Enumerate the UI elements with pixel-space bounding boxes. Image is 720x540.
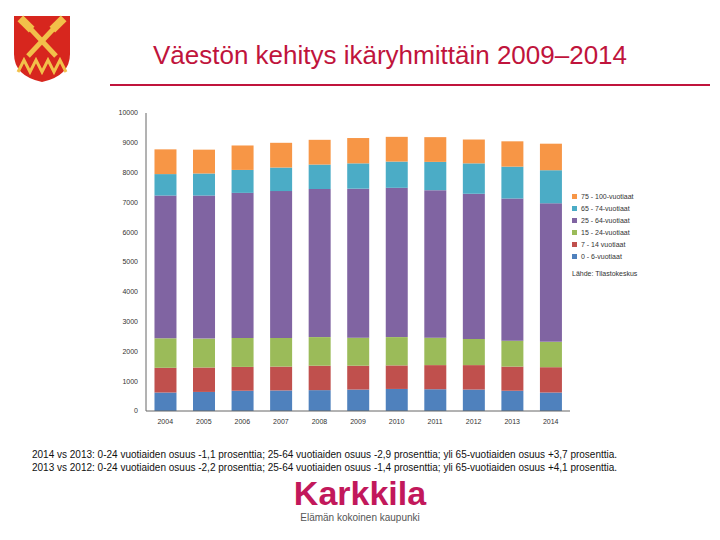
- svg-text:3000: 3000: [122, 318, 138, 325]
- html-text:7 - 14 vuotiaat: 7 - 14 vuotiaat: [581, 240, 626, 248]
- svg-text:8000: 8000: [122, 169, 138, 176]
- html-text:Väestön kehitys ikäryhmittäin: Väestön kehitys ikäryhmittäin 2009–2014: [153, 40, 627, 70]
- html-text:Lähde: Tilastokeskus: Lähde: Tilastokeskus: [572, 270, 638, 277]
- svg-text:2010: 2010: [389, 418, 405, 425]
- svg-text:2007: 2007: [273, 418, 289, 425]
- html-text:2014 vs 2013: 0-24 vuotiaiden: 2014 vs 2013: 0-24 vuotiaiden osuus -1,1…: [32, 449, 618, 460]
- svg-text:4000: 4000: [122, 288, 138, 295]
- svg-text:2009: 2009: [350, 418, 366, 425]
- svg-text:6000: 6000: [122, 229, 138, 236]
- svg-text:0: 0: [134, 407, 138, 414]
- html-text:Elämän kokoinen kaupunki: Elämän kokoinen kaupunki: [300, 512, 420, 523]
- svg-text:2005: 2005: [196, 418, 212, 425]
- svg-text:2014: 2014: [543, 418, 559, 425]
- html-text:65 - 74-vuotiaat: 65 - 74-vuotiaat: [581, 204, 630, 212]
- html-text:0 - 6-vuotiaat: 0 - 6-vuotiaat: [581, 252, 622, 260]
- svg-text:2006: 2006: [235, 418, 251, 425]
- html-text:Karkkila: Karkkila: [293, 474, 427, 512]
- svg-text:2000: 2000: [122, 348, 138, 355]
- svg-text:2004: 2004: [157, 418, 173, 425]
- svg-text:10000: 10000: [119, 109, 139, 116]
- html-text:2013 vs 2012: 0-24 vuotiaiden: 2013 vs 2012: 0-24 vuotiaiden osuus -2,2…: [32, 462, 618, 473]
- html-text:75 - 100-vuotiaat: 75 - 100-vuotiaat: [581, 192, 634, 200]
- html-text:15 - 24-vuotiaat: 15 - 24-vuotiaat: [581, 228, 630, 236]
- svg-text:1000: 1000: [122, 378, 138, 385]
- svg-text:7000: 7000: [122, 199, 138, 206]
- html-text:25 - 64-vuotiaat: 25 - 64-vuotiaat: [581, 216, 630, 224]
- svg-text:2013: 2013: [504, 418, 520, 425]
- svg-text:2011: 2011: [428, 418, 443, 425]
- svg-text:9000: 9000: [122, 139, 138, 146]
- svg-text:2008: 2008: [312, 418, 328, 425]
- svg-text:2012: 2012: [466, 418, 482, 425]
- svg-text:5000: 5000: [122, 258, 138, 265]
